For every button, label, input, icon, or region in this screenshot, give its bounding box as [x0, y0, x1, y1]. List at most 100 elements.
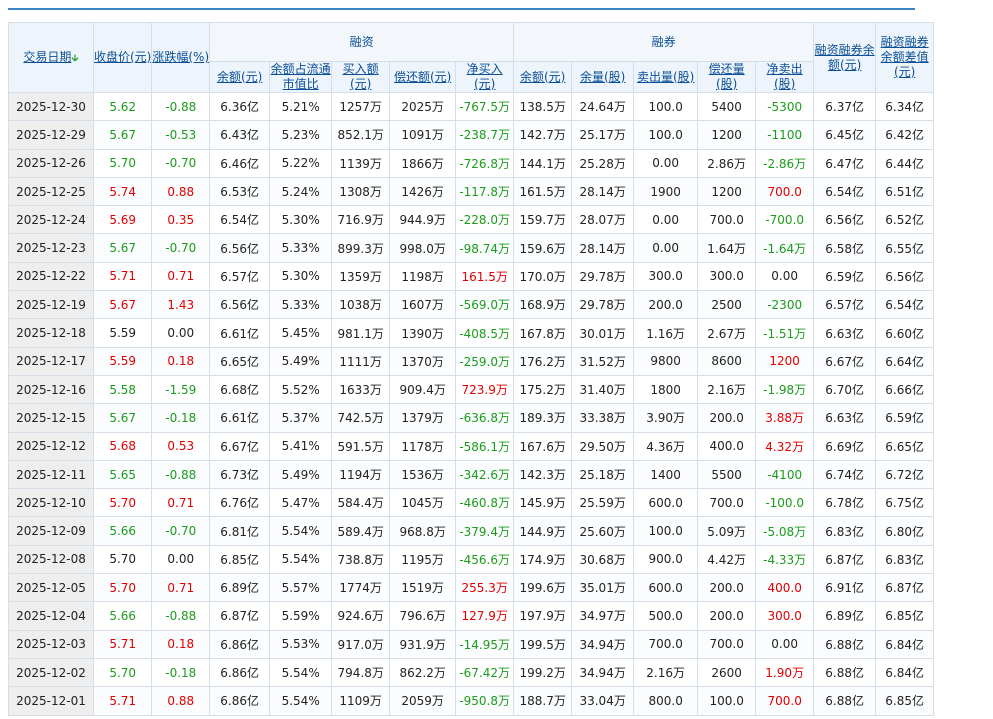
- cell-margin-net-buy: 127.9万: [455, 601, 515, 631]
- cell-margin-net-buy: -767.5万: [455, 91, 515, 122]
- cell-short-sell: 2.16万: [633, 657, 699, 688]
- cell-short-sell: 200.0: [633, 290, 699, 320]
- cell-balance-diff: 6.51亿: [875, 176, 935, 207]
- cell-margin-buy: 1633万: [331, 374, 391, 405]
- cell-short-net-sell: 1.90万: [755, 657, 815, 688]
- table-row: 2025-12-23 5.67 -0.70 6.56亿 5.33% 899.3万 998.0…: [8, 233, 935, 263]
- cell-margin-net-buy: -379.4万: [455, 516, 515, 546]
- cell-balance-diff: 6.64亿: [875, 346, 935, 376]
- cell-short-balance: 144.9万: [513, 516, 573, 546]
- table-row: 2025-12-25 5.74 0.88 6.53亿 5.24% 1308万 1426万 -1…: [8, 176, 935, 207]
- cell-short-balance: 167.8万: [513, 318, 573, 348]
- cell-margin-balance: 6.86亿: [209, 657, 271, 688]
- header-short-balance[interactable]: 余额(元): [513, 61, 573, 93]
- cell-balance-diff: 6.34亿: [875, 91, 935, 122]
- cell-short-sell: 900.0: [633, 544, 699, 575]
- cell-margin-ratio: 5.37%: [269, 403, 333, 433]
- cell-balance-diff: 6.65亿: [875, 431, 935, 461]
- cell-short-sell: 1.16万: [633, 318, 699, 348]
- cell-total-balance: 6.88亿: [813, 629, 877, 659]
- cell-date: 2025-12-24: [8, 205, 94, 235]
- header-margin-buy[interactable]: 买入额(元): [331, 61, 391, 93]
- cell-margin-repay: 1426万: [389, 176, 457, 207]
- header-short-sell[interactable]: 卖出量(股): [633, 61, 699, 93]
- cell-margin-repay: 931.9万: [389, 629, 457, 659]
- cell-short-net-sell: -1.64万: [755, 233, 815, 263]
- header-total-balance[interactable]: 融资融券余额(元): [813, 22, 877, 93]
- table-row: 2025-12-18 5.59 0.00 6.61亿 5.45% 981.1万 1390万 -…: [8, 318, 935, 348]
- header-margin-balance[interactable]: 余额(元): [209, 61, 271, 93]
- cell-change: 0.18: [151, 629, 211, 659]
- cell-short-repay: 4.42万: [697, 544, 757, 575]
- header-short-volume[interactable]: 余量(股): [571, 61, 635, 93]
- cell-margin-balance: 6.76亿: [209, 488, 271, 518]
- cell-margin-balance: 6.67亿: [209, 431, 271, 461]
- cell-margin-ratio: 5.21%: [269, 91, 333, 122]
- cell-short-volume: 30.68万: [571, 544, 635, 575]
- cell-change: 0.88: [151, 176, 211, 207]
- cell-margin-buy: 742.5万: [331, 403, 391, 433]
- header-margin-repay[interactable]: 偿还额(元): [389, 61, 457, 93]
- header-trade-date[interactable]: 交易日期🡳: [8, 22, 94, 93]
- cell-margin-net-buy: -586.1万: [455, 431, 515, 461]
- sort-down-icon[interactable]: 🡳: [71, 52, 79, 64]
- cell-margin-repay: 862.2万: [389, 657, 457, 688]
- cell-margin-net-buy: -460.8万: [455, 488, 515, 518]
- cell-total-balance: 6.87亿: [813, 544, 877, 575]
- cell-margin-buy: 852.1万: [331, 120, 391, 150]
- cell-margin-balance: 6.65亿: [209, 346, 271, 376]
- cell-balance-diff: 6.84亿: [875, 657, 935, 688]
- cell-margin-repay: 1379万: [389, 403, 457, 433]
- cell-margin-buy: 924.6万: [331, 601, 391, 631]
- header-balance-diff[interactable]: 融资融券余额差值(元): [875, 22, 935, 93]
- cell-short-repay: 2500: [697, 290, 757, 320]
- header-change-pct[interactable]: 涨跌幅(%): [151, 22, 211, 93]
- header-margin-group: 融资: [209, 22, 515, 62]
- header-short-repay[interactable]: 偿还量(股): [697, 61, 757, 93]
- cell-short-sell: 0.00: [633, 233, 699, 263]
- cell-margin-net-buy: 723.9万: [455, 374, 515, 405]
- cell-change: -0.18: [151, 657, 211, 688]
- cell-margin-net-buy: -456.6万: [455, 544, 515, 575]
- cell-margin-balance: 6.56亿: [209, 233, 271, 263]
- cell-margin-buy: 794.8万: [331, 657, 391, 688]
- header-margin-ratio[interactable]: 余额占流通市值比: [269, 61, 333, 93]
- table-row: 2025-12-24 5.69 0.35 6.54亿 5.30% 716.9万 944.9万…: [8, 205, 935, 235]
- cell-margin-buy: 981.1万: [331, 318, 391, 348]
- cell-short-net-sell: 700.0: [755, 686, 815, 716]
- header-margin-net-buy[interactable]: 净买入(元): [455, 61, 515, 93]
- cell-short-repay: 5500: [697, 459, 757, 490]
- cell-close: 5.59: [92, 346, 153, 376]
- cell-balance-diff: 6.44亿: [875, 148, 935, 178]
- header-short-net-sell[interactable]: 净卖出(股): [755, 61, 815, 93]
- cell-total-balance: 6.83亿: [813, 516, 877, 546]
- cell-date: 2025-12-19: [8, 290, 94, 320]
- cell-balance-diff: 6.59亿: [875, 403, 935, 433]
- cell-close: 5.70: [92, 488, 153, 518]
- cell-balance-diff: 6.42亿: [875, 120, 935, 150]
- cell-margin-buy: 738.8万: [331, 544, 391, 575]
- cell-short-repay: 1200: [697, 176, 757, 207]
- cell-change: -0.88: [151, 459, 211, 490]
- cell-date: 2025-12-25: [8, 176, 94, 207]
- cell-margin-repay: 1178万: [389, 431, 457, 461]
- header-close-price[interactable]: 收盘价(元): [92, 22, 153, 93]
- cell-short-sell: 100.0: [633, 516, 699, 546]
- cell-short-volume: 33.04万: [571, 686, 635, 716]
- cell-short-balance: 142.3万: [513, 459, 573, 490]
- cell-margin-net-buy: -67.42万: [455, 657, 515, 688]
- cell-short-sell: 300.0: [633, 261, 699, 292]
- cell-margin-ratio: 5.54%: [269, 516, 333, 546]
- margin-trading-table: 交易日期🡳 收盘价(元) 涨跌幅(%) 融资 融券 融资融券余额(元) 融资融券…: [8, 22, 935, 716]
- cell-short-sell: 700.0: [633, 629, 699, 659]
- cell-date: 2025-12-18: [8, 318, 94, 348]
- cell-margin-buy: 591.5万: [331, 431, 391, 461]
- cell-total-balance: 6.59亿: [813, 261, 877, 292]
- cell-short-balance: 144.1万: [513, 148, 573, 178]
- cell-short-volume: 25.60万: [571, 516, 635, 546]
- cell-balance-diff: 6.55亿: [875, 233, 935, 263]
- cell-short-repay: 8600: [697, 346, 757, 376]
- cell-total-balance: 6.70亿: [813, 374, 877, 405]
- cell-short-balance: 145.9万: [513, 488, 573, 518]
- table-row: 2025-12-09 5.66 -0.70 6.81亿 5.54% 589.4万 968.8…: [8, 516, 935, 546]
